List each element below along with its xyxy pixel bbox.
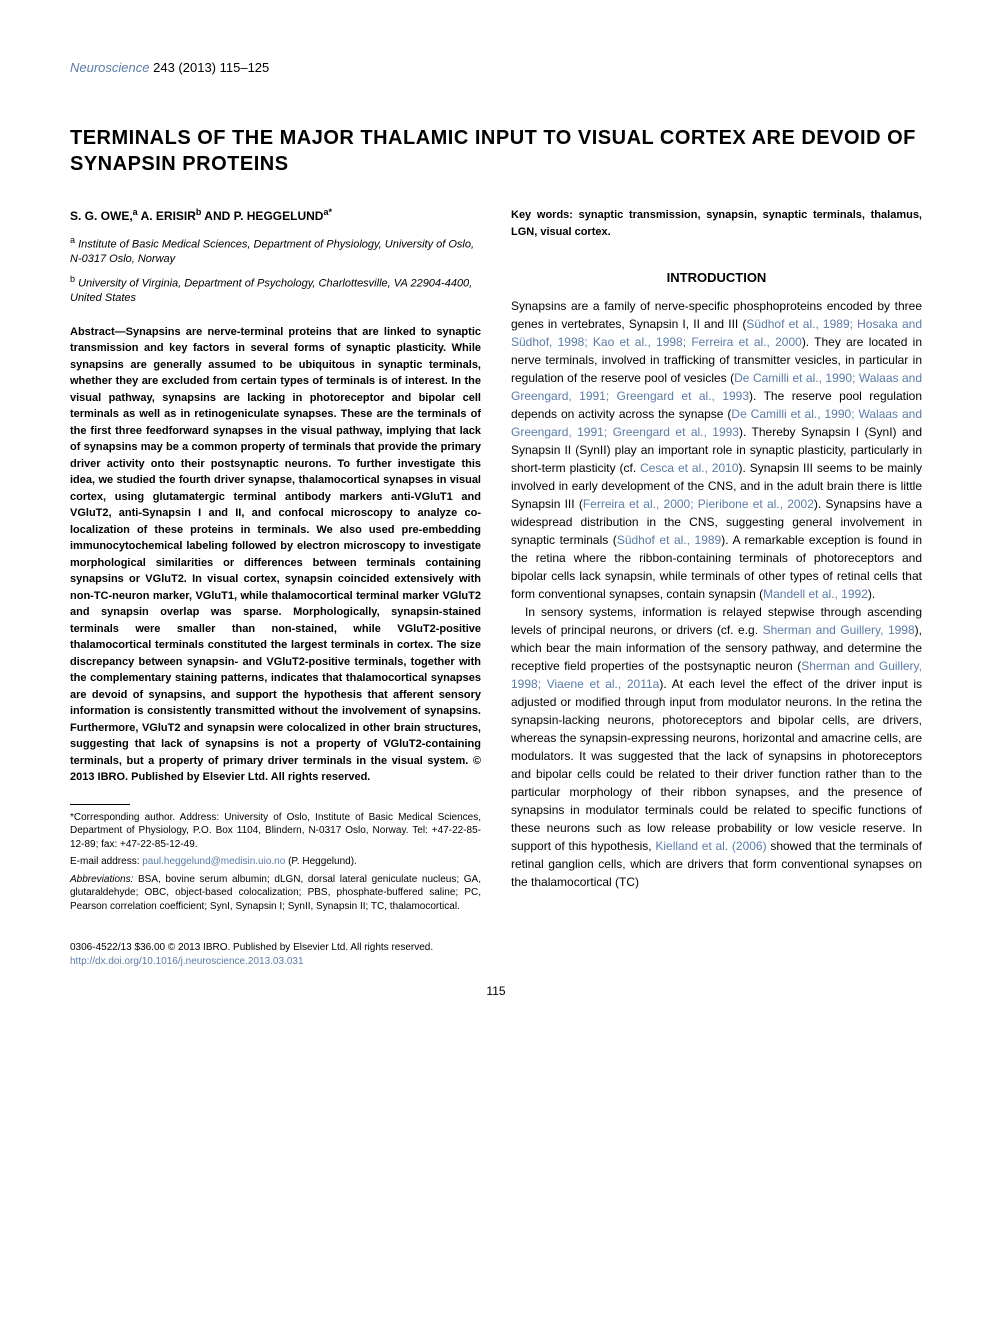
affiliation-b: b University of Virginia, Department of … [70,274,481,305]
abbreviations-label: Abbreviations: [70,874,133,885]
two-column-layout: S. G. OWE,a A. ERISIRb AND P. HEGGELUNDa… [70,207,922,917]
journal-header: Neuroscience 243 (2013) 115–125 [70,60,922,75]
citation-5[interactable]: Ferreira et al., 2000; Pieribone et al.,… [583,497,814,511]
article-title: TERMINALS OF THE MAJOR THALAMIC INPUT TO… [70,125,922,177]
email-suffix: (P. Heggelund). [285,856,357,867]
citation-8[interactable]: Sherman and Guillery, 1998 [763,623,915,637]
journal-name: Neuroscience [70,60,150,75]
corresponding-author-footnote: *Corresponding author. Address: Universi… [70,811,481,852]
author-3: AND P. HEGGELUND [201,209,323,223]
citation-4[interactable]: Cesca et al., 2010 [640,461,738,475]
abstract-text: Abstract—Synapsins are nerve-terminal pr… [70,324,481,786]
intro-paragraph-2: In sensory systems, information is relay… [511,603,922,891]
intro-paragraph-1: Synapsins are a family of nerve-specific… [511,297,922,603]
affiliation-a: a Institute of Basic Medical Sciences, D… [70,235,481,266]
citation-7[interactable]: Mandell et al., 1992 [763,587,868,601]
author-1: S. G. OWE, [70,209,133,223]
abbreviations-footnote: Abbreviations: BSA, bovine serum albumin… [70,873,481,914]
email-link[interactable]: paul.heggelund@medisin.uio.no [142,856,285,867]
right-column: Key words: synaptic transmission, synaps… [511,207,922,917]
introduction-body: Synapsins are a family of nerve-specific… [511,297,922,891]
authors-line: S. G. OWE,a A. ERISIRb AND P. HEGGELUNDa… [70,207,481,223]
left-column: S. G. OWE,a A. ERISIRb AND P. HEGGELUNDa… [70,207,481,917]
introduction-heading: INTRODUCTION [511,270,922,285]
author-3-sup: a* [323,207,332,217]
p2-text-c: ). At each level the effect of the drive… [511,677,922,853]
affiliation-b-text: University of Virginia, Department of Ps… [70,278,472,304]
citation-10[interactable]: Kielland et al. (2006) [655,839,766,853]
email-label: E-mail address: [70,856,142,867]
doi-link[interactable]: http://dx.doi.org/10.1016/j.neuroscience… [70,955,922,969]
page-number: 115 [70,984,922,998]
email-footnote: E-mail address: paul.heggelund@medisin.u… [70,855,481,869]
citation-6[interactable]: Südhof et al., 1989 [617,533,721,547]
footnote-divider [70,804,130,805]
author-2: A. ERISIR [138,209,196,223]
copyright-line: 0306-4522/13 $36.00 © 2013 IBRO. Publish… [70,941,922,955]
p1-text-h: ). [868,587,875,601]
page-footer: 0306-4522/13 $36.00 © 2013 IBRO. Publish… [70,941,922,968]
affiliation-a-text: Institute of Basic Medical Sciences, Dep… [70,239,474,265]
keywords: Key words: synaptic transmission, synaps… [511,207,922,240]
journal-reference: 243 (2013) 115–125 [153,60,269,75]
